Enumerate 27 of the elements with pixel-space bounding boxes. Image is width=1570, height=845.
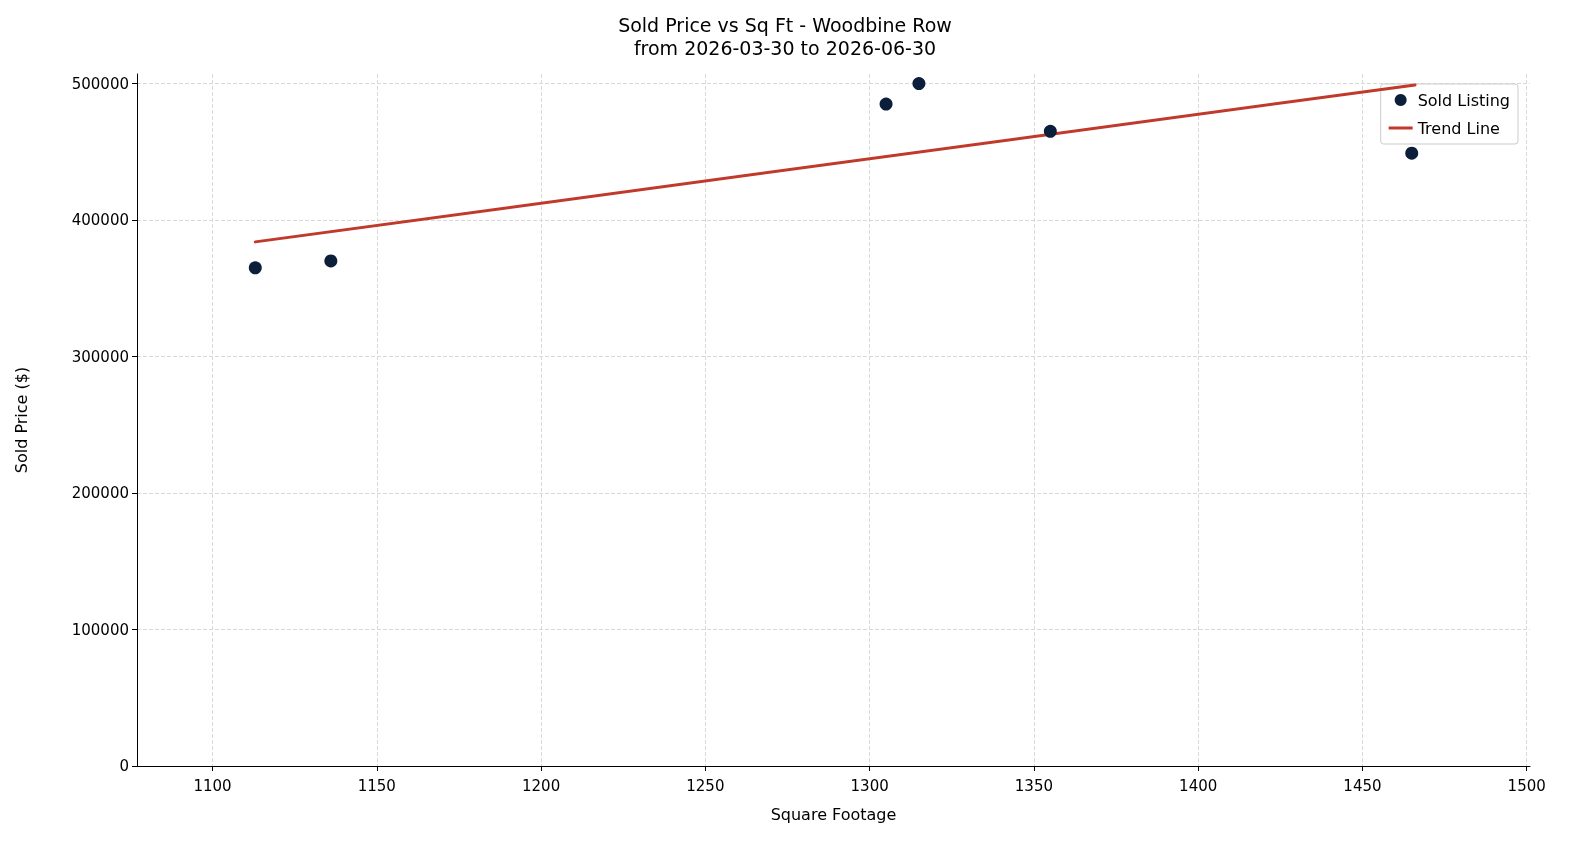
y-tick-label: 300000 (71, 347, 129, 366)
point (879, 97, 893, 111)
x-tick-label: 1250 (686, 776, 725, 795)
legend-label: Trend Line (1416, 118, 1500, 138)
x-axis-title: Square Footage (770, 804, 897, 824)
x-tick-label: 1150 (357, 776, 396, 795)
legend-label: Sold Listing (1417, 90, 1510, 110)
x-tick-label: 1200 (522, 776, 561, 795)
y-tick-label: 500000 (71, 74, 129, 93)
x-tick-label: 1100 (193, 776, 232, 795)
point (248, 261, 262, 275)
y-tick-label: 0 (119, 757, 129, 775)
x-tick-label: 1400 (1179, 776, 1218, 795)
y-tick-label: 400000 (71, 211, 129, 230)
x-tick-label: 1300 (850, 776, 889, 795)
x-tick-label: 1500 (1507, 776, 1546, 795)
chart-subtitle: from 2026-03-30 to 2026-06-30 (633, 36, 937, 59)
y-axis-title: Sold Price ($) (11, 366, 31, 474)
x-tick-label: 1350 (1014, 776, 1053, 795)
y-tick-label: 100000 (71, 620, 129, 639)
x-tick-label: 1450 (1343, 776, 1382, 795)
point (324, 254, 338, 268)
point (1405, 146, 1419, 160)
chart-title: Sold Price vs Sq Ft - Woodbine Row (618, 13, 952, 36)
y-tick-label: 200000 (71, 484, 129, 503)
point (912, 77, 926, 91)
point (1043, 124, 1057, 138)
